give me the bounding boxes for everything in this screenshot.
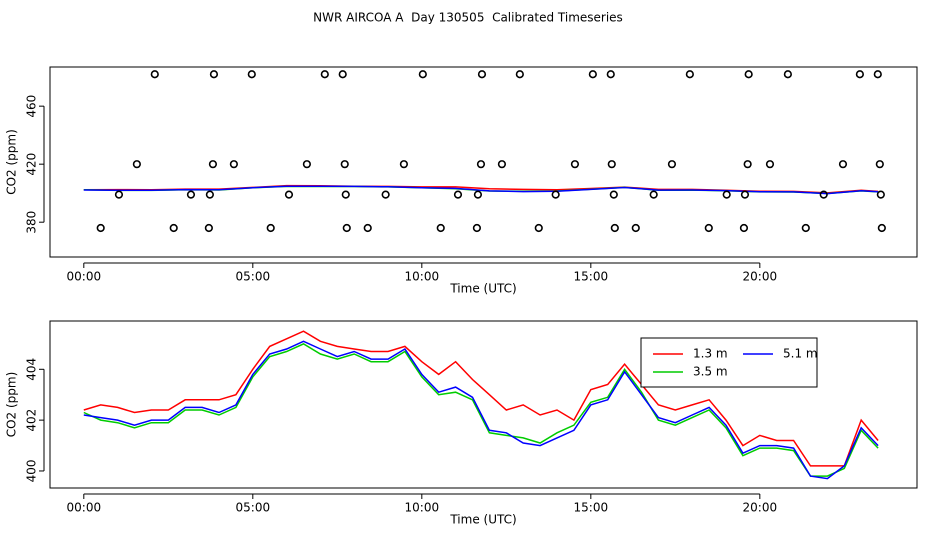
point	[606, 70, 615, 79]
point	[739, 223, 749, 233]
point	[515, 70, 524, 79]
point	[570, 160, 580, 169]
point	[497, 160, 507, 169]
legend-label: 3.5 m	[693, 365, 728, 379]
x-tick-label: 20:00	[743, 270, 778, 284]
point	[363, 223, 372, 233]
y-tick-label: 400	[25, 460, 39, 483]
point	[284, 190, 294, 199]
legend: 1.3 m 3.5 m 5.1 m	[640, 337, 818, 388]
point	[266, 223, 275, 233]
point	[588, 70, 597, 79]
point	[838, 160, 848, 169]
point	[205, 190, 214, 199]
point	[338, 70, 347, 79]
series-line	[83, 340, 879, 480]
point	[743, 160, 752, 169]
point	[150, 70, 159, 79]
point	[96, 223, 105, 233]
x-tick-label: 15:00	[574, 501, 609, 515]
plot-frame	[49, 66, 918, 258]
point	[722, 190, 731, 199]
point	[740, 190, 750, 199]
y-tick-label: 380	[25, 211, 39, 234]
point	[819, 190, 828, 199]
point	[399, 160, 408, 169]
point	[704, 223, 713, 233]
point	[302, 160, 311, 169]
point	[247, 70, 256, 79]
point	[551, 190, 560, 199]
point	[649, 190, 658, 199]
point	[877, 223, 886, 233]
x-tick-label: 15:00	[574, 270, 609, 284]
y-axis-label: CO2 (ppm)	[5, 129, 19, 195]
y-tick-label: 420	[25, 153, 39, 176]
y-axis-label: CO2 (ppm)	[5, 372, 19, 438]
point	[340, 160, 349, 169]
chart-title: NWR AIRCOA A Day 130505 Calibrated Times…	[313, 11, 623, 25]
x-tick-label: 05:00	[236, 270, 271, 284]
point	[667, 160, 677, 169]
point	[418, 70, 427, 79]
point	[610, 223, 619, 233]
legend-label: 1.3 m	[693, 347, 728, 361]
y-tick-label: 404	[25, 358, 39, 381]
point	[609, 190, 618, 199]
legend-label: 5.1 m	[783, 347, 818, 361]
point	[453, 190, 463, 199]
y-tick-label: 460	[25, 95, 39, 118]
point	[209, 70, 219, 79]
point	[765, 160, 775, 169]
point	[472, 223, 482, 233]
point	[477, 70, 487, 79]
x-tick-label: 05:00	[236, 501, 271, 515]
x-tick-label: 10:00	[405, 501, 440, 515]
point	[341, 190, 350, 199]
x-axis-label: Time (UTC)	[449, 513, 516, 527]
point	[320, 70, 329, 79]
series-line	[83, 185, 879, 195]
point	[876, 190, 885, 199]
point	[855, 70, 864, 79]
point	[342, 223, 351, 233]
point	[204, 223, 213, 233]
point	[186, 190, 196, 199]
point	[685, 70, 694, 79]
point	[631, 223, 640, 233]
x-axis-label: Time (UTC)	[449, 282, 516, 296]
point	[436, 223, 445, 233]
y-tick-label: 402	[25, 409, 39, 432]
point	[169, 223, 178, 233]
x-tick-label: 00:00	[67, 270, 102, 284]
point	[873, 70, 882, 79]
point	[476, 160, 486, 169]
series-line	[83, 343, 879, 477]
point	[229, 160, 238, 169]
point	[114, 190, 124, 199]
point	[534, 223, 543, 233]
point	[801, 223, 810, 233]
point	[381, 190, 390, 199]
point	[744, 70, 753, 79]
point	[783, 70, 792, 79]
series-line	[83, 330, 879, 467]
x-tick-label: 10:00	[405, 270, 440, 284]
point	[607, 160, 616, 169]
point	[473, 190, 483, 199]
point	[132, 160, 141, 169]
x-tick-label: 00:00	[67, 501, 102, 515]
point	[875, 160, 884, 169]
point	[208, 160, 218, 169]
legend-box	[640, 337, 818, 388]
plot-frame	[49, 320, 918, 489]
x-tick-label: 20:00	[743, 501, 778, 515]
